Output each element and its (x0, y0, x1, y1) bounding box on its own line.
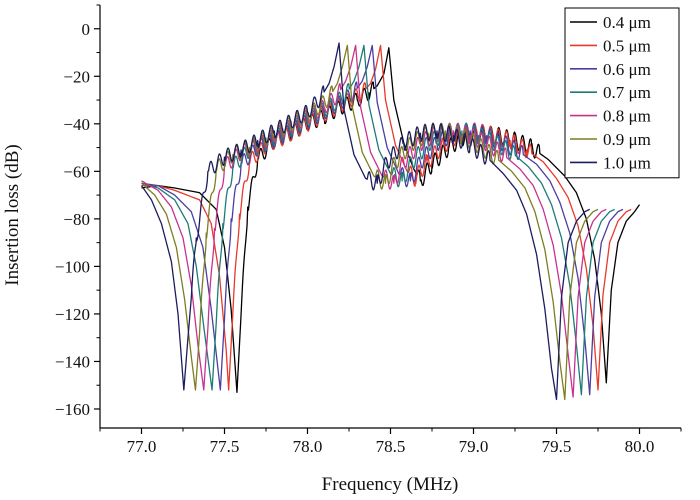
series-line-3 (141, 44, 615, 396)
legend-label: 0.5 μm (603, 36, 651, 55)
y-tick-label: −100 (55, 257, 90, 276)
x-tick-label: 80.0 (625, 437, 655, 456)
y-tick-label: −20 (63, 67, 90, 86)
legend-label: 0.7 μm (603, 83, 651, 102)
x-tick-label: 79.5 (542, 437, 572, 456)
legend-label: 1.0 μm (603, 153, 651, 172)
y-axis-title: Insertion loss (dB) (2, 144, 23, 285)
legend-label: 0.8 μm (603, 107, 651, 126)
x-tick-label: 77.0 (127, 437, 157, 456)
y-tick-label: −160 (55, 400, 90, 419)
series-line-4 (141, 44, 607, 398)
tick-labels: 77.0 77.5 78.0 78.5 79.0 79.5 80.0 0 −20 −40 −60 −8… (55, 20, 654, 456)
x-tick-label: 78.0 (293, 437, 323, 456)
y-tick-label: 0 (82, 20, 91, 39)
legend-label: 0.4 μm (603, 13, 651, 32)
y-tick-label: −140 (55, 352, 90, 371)
y-tick-label: −80 (63, 210, 90, 229)
x-tick-label: 77.5 (210, 437, 240, 456)
axes-layer (94, 4, 682, 434)
series-layer (140, 42, 641, 401)
legend: 0.4 μm 0.5 μm 0.6 μm 0.7 μm 0.8 μm 0.9 μm 1.0 … (564, 7, 680, 179)
x-tick-label: 78.5 (376, 437, 406, 456)
legend-label: 0.9 μm (603, 130, 651, 149)
series-line-6 (140, 42, 590, 401)
y-tick-label: −120 (55, 305, 90, 324)
x-tick-label: 79.0 (459, 437, 489, 456)
y-tick-label: −60 (63, 162, 90, 181)
series-line-0 (141, 47, 641, 393)
y-tick-label: −40 (63, 115, 90, 134)
series-line-2 (141, 44, 624, 396)
legend-label: 0.6 μm (603, 60, 651, 79)
x-axis-title: Frequency (MHz) (322, 474, 459, 495)
